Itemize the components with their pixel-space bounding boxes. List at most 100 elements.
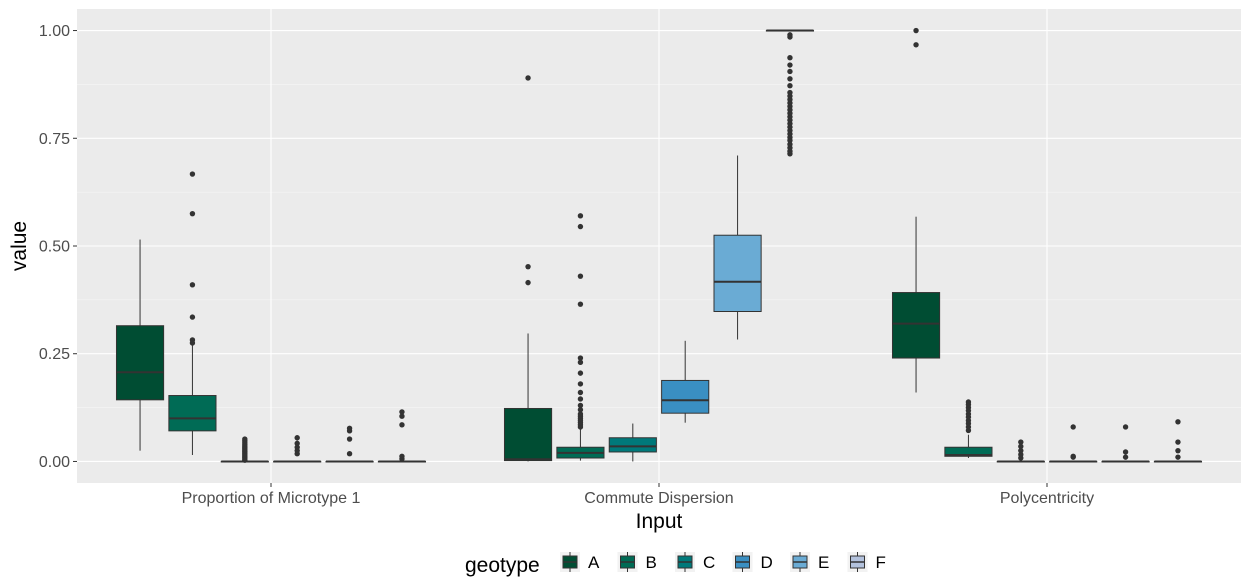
outlier-point — [294, 440, 300, 447]
outlier-point — [787, 83, 793, 89]
outlier-point — [346, 436, 353, 442]
outlier-point — [577, 381, 584, 387]
x-tick-label: Proportion of Microtype 1 — [182, 490, 361, 507]
outlier-point — [1018, 443, 1024, 450]
box-D — [273, 435, 322, 463]
outlier-point — [577, 301, 584, 307]
y-tick-label: 1.00 — [39, 23, 70, 40]
outlier-point — [189, 282, 196, 288]
box-A — [115, 239, 165, 451]
box-F — [765, 29, 815, 157]
outlier-point — [577, 370, 584, 376]
box-C — [220, 436, 269, 463]
outlier-point — [577, 273, 584, 279]
box-D — [1049, 424, 1098, 463]
box-C — [996, 439, 1045, 463]
outlier-point — [242, 436, 248, 442]
outlier-point — [1122, 424, 1129, 430]
outlier-point — [577, 411, 584, 417]
box-iqr — [944, 446, 993, 457]
legend-item-E: E — [790, 552, 829, 572]
outlier-point — [1122, 449, 1129, 455]
legend-label: F — [876, 553, 886, 572]
outlier-point — [787, 62, 793, 68]
outlier-point — [787, 68, 793, 75]
y-tick-label: 0.50 — [39, 239, 70, 256]
box-iqr — [168, 395, 217, 432]
legend-label: C — [703, 553, 715, 572]
legend-label: E — [818, 553, 829, 572]
legend: geotype A B C D E F — [465, 552, 886, 577]
outlier-point — [294, 435, 300, 441]
outlier-point — [1175, 419, 1181, 425]
outlier-point — [787, 32, 793, 38]
outlier-point — [913, 42, 919, 48]
y-axis-title: value — [8, 221, 31, 271]
legend-item-B: B — [617, 552, 657, 572]
outlier-point — [346, 450, 353, 457]
box-iqr — [608, 437, 657, 453]
legend-item-D: D — [732, 552, 773, 572]
outlier-point — [525, 263, 531, 270]
outlier-point — [1122, 454, 1129, 460]
outlier-point — [399, 413, 405, 419]
outlier-point — [399, 409, 405, 415]
outlier-point — [913, 27, 919, 34]
box-iqr — [891, 292, 941, 359]
box-E — [1101, 424, 1150, 463]
outlier-point — [1018, 447, 1024, 454]
outlier-point — [577, 223, 584, 230]
grid-lines — [77, 9, 1241, 483]
box-A — [503, 75, 553, 462]
box-B — [944, 399, 993, 459]
box-iqr — [503, 407, 553, 462]
box-iqr — [661, 379, 710, 414]
outlier-point — [577, 359, 584, 366]
outlier-point — [577, 389, 584, 396]
outlier-point — [525, 75, 531, 81]
legend-title: geotype — [465, 554, 540, 577]
outlier-point — [294, 444, 300, 450]
box-D — [661, 340, 710, 423]
x-axis-title: Input — [636, 510, 683, 533]
boxes-layer — [115, 27, 1203, 463]
box-A — [891, 27, 941, 393]
axes-layer: 0.00 0.25 0.50 0.75 1.00 Proportion of Microt… — [39, 23, 1094, 507]
legend-label: D — [761, 553, 773, 572]
outlier-point — [577, 213, 584, 219]
x-tick-label: Commute Dispersion — [584, 490, 733, 507]
legend-item-F: F — [847, 552, 886, 572]
outlier-point — [1018, 451, 1024, 458]
legend-item-C: C — [675, 552, 715, 572]
legend-item-A: A — [560, 552, 600, 572]
box-F — [1153, 419, 1203, 463]
outlier-point — [577, 407, 584, 413]
outlier-point — [189, 210, 196, 217]
box-E — [713, 155, 762, 340]
x-tick-label: Polycentricity — [1000, 490, 1094, 507]
outlier-point — [577, 402, 584, 409]
outlier-point — [965, 399, 972, 405]
outlier-point — [577, 396, 584, 402]
y-tick-label: 0.25 — [39, 346, 70, 363]
outlier-point — [1175, 454, 1181, 460]
legend-label: A — [588, 553, 600, 572]
box-B — [556, 213, 605, 461]
outlier-point — [1018, 439, 1024, 445]
box-iqr — [713, 234, 762, 312]
outlier-point — [399, 453, 405, 459]
outlier-point — [1175, 439, 1181, 445]
outlier-point — [787, 141, 793, 148]
outlier-point — [1070, 424, 1076, 430]
outlier-point — [787, 54, 793, 61]
outlier-point — [189, 171, 196, 177]
outlier-point — [346, 425, 353, 431]
outlier-point — [1070, 453, 1076, 459]
outlier-point — [399, 422, 405, 428]
outlier-point — [787, 76, 793, 82]
box-F — [377, 409, 427, 463]
y-tick-label: 0.75 — [39, 131, 70, 148]
outlier-point — [189, 314, 196, 320]
legend-label: B — [646, 553, 657, 572]
